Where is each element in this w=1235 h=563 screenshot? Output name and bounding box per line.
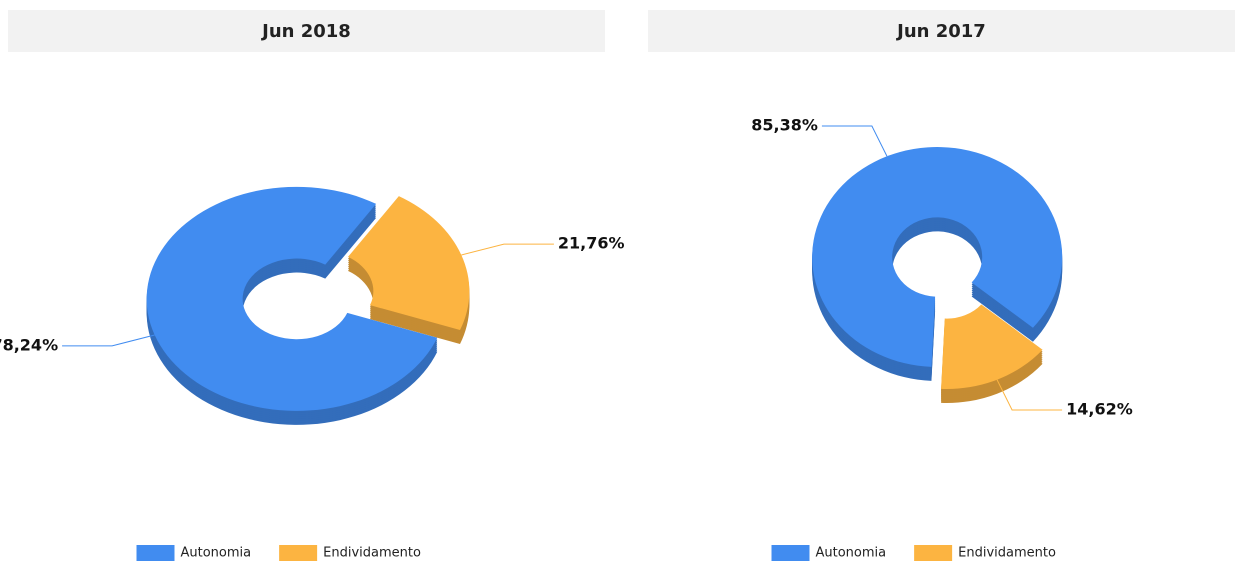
- data-label: 78,24%: [0, 335, 58, 354]
- legend-swatch: [279, 545, 318, 561]
- legend-label: Endividamento: [323, 546, 421, 561]
- slice: [146, 186, 438, 411]
- chart-title: Jun 2017: [895, 21, 986, 42]
- legend-swatch: [771, 545, 810, 561]
- data-label: 14,62%: [1066, 399, 1133, 418]
- data-label: 21,76%: [558, 234, 625, 253]
- slice: [347, 196, 470, 331]
- leader-line: [62, 334, 155, 347]
- leader-line: [996, 379, 1063, 411]
- legend-swatch: [136, 545, 175, 561]
- legend-swatch: [914, 545, 953, 561]
- leader-line: [821, 125, 888, 157]
- chart-panel: Jun 2018 21,76% 78,24% Autonomia Endividamen…: [0, 10, 625, 561]
- legend-label: Endividamento: [958, 546, 1056, 561]
- slice: [941, 304, 1043, 389]
- chart-title: Jun 2018: [260, 21, 351, 42]
- title-bar: [8, 10, 605, 52]
- title-bar: [648, 10, 1235, 52]
- chart-panel: Jun 2017 14,62% 85,38% Autonomia Endividamen…: [648, 10, 1235, 561]
- slice: [812, 147, 1063, 367]
- data-label: 85,38%: [751, 116, 818, 135]
- legend-label: Autonomia: [181, 546, 252, 561]
- leader-line: [461, 243, 554, 256]
- legend-label: Autonomia: [816, 546, 887, 561]
